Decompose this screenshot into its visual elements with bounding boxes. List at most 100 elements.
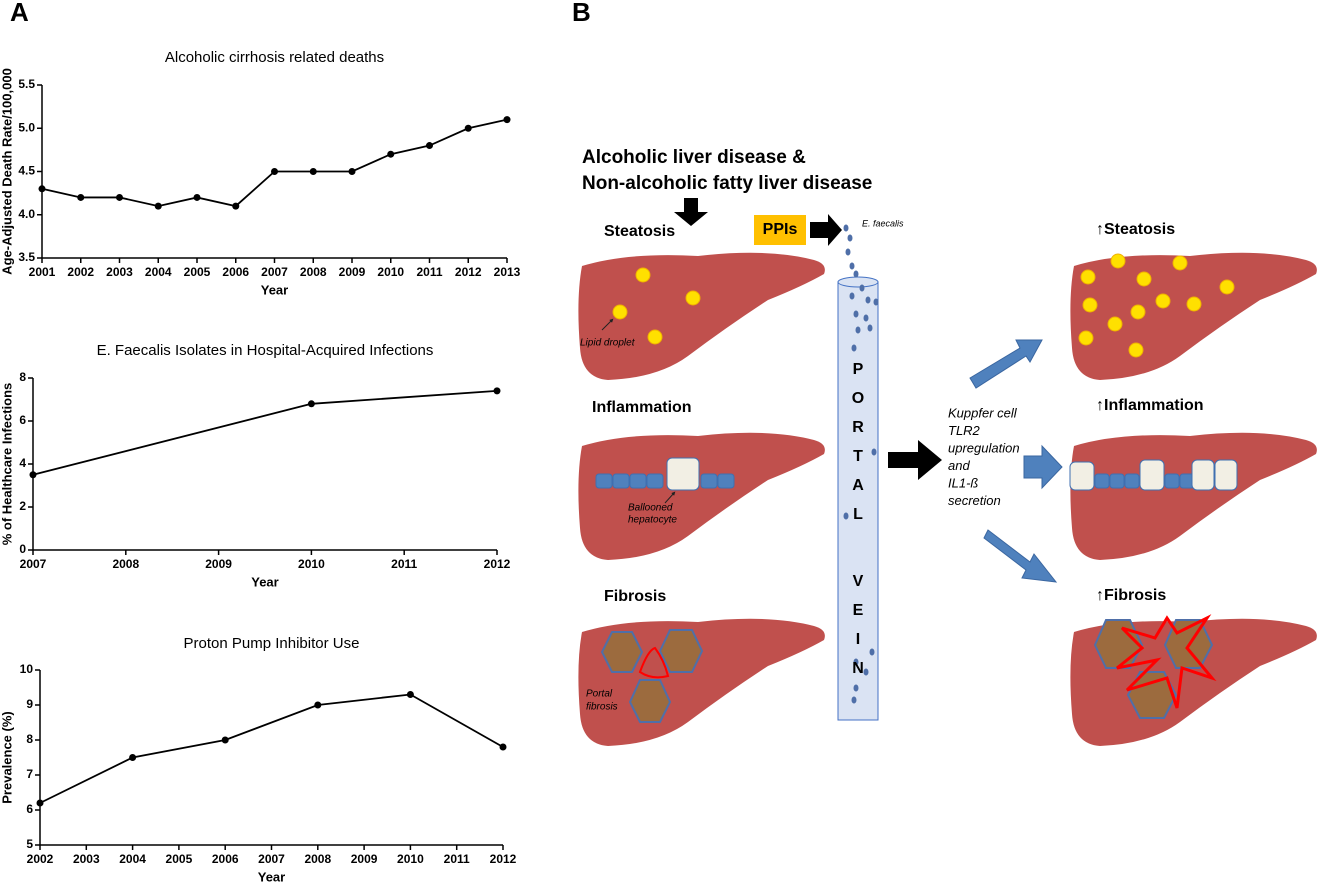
line — [32, 390, 498, 476]
header: Non-alcoholic fatty liver disease — [582, 173, 872, 194]
arrow — [983, 529, 1058, 583]
point — [406, 691, 414, 698]
point — [154, 202, 162, 210]
point — [36, 799, 44, 807]
annotation: hepatocyte — [628, 515, 677, 526]
x-tick-label: 2006 — [212, 852, 239, 866]
y-tick-label: 8 — [19, 370, 26, 384]
x-tick-label: 2009 — [351, 852, 378, 866]
point — [499, 743, 507, 751]
y-tick-label: 2 — [19, 499, 26, 513]
y-tick-label: 5.5 — [18, 77, 35, 91]
point — [309, 168, 317, 175]
annotation: Lipid droplet — [580, 338, 636, 349]
point — [493, 387, 501, 395]
x-tick-label: 2007 — [261, 265, 288, 279]
chart-title: Alcoholic cirrhosis related deaths — [165, 49, 384, 66]
point — [193, 193, 201, 201]
x-tick-label: 2011 — [391, 557, 417, 571]
x-tick-label: 2012 — [455, 265, 482, 279]
arrow — [810, 214, 842, 246]
chart-title: Proton Pump Inhibitor Use — [184, 635, 360, 652]
x-tick-label: 2010 — [377, 265, 404, 279]
y-tick-label: 9 — [26, 697, 33, 711]
annotation: Portal — [586, 689, 613, 700]
y-tick-label: 7 — [26, 767, 33, 781]
vein-letter: N — [852, 660, 864, 677]
x-tick-label: 2012 — [490, 852, 517, 866]
y-tick-label: 5.0 — [18, 120, 35, 134]
x-axis-label: Year — [258, 869, 285, 883]
x-tick-label: 2008 — [304, 852, 331, 866]
arrow — [1023, 444, 1063, 490]
mechanism: upregulation — [948, 440, 1020, 455]
ppi-label: PPIs — [763, 221, 798, 238]
y-axis-label: % of Healthcare Infections — [0, 383, 14, 546]
x-tick-label: 2005 — [166, 852, 193, 866]
mechanism: Kuppfer cell — [948, 405, 1018, 420]
lipid-droplets — [612, 253, 1235, 358]
x-tick-label: 2007 — [20, 557, 47, 571]
arrow — [969, 339, 1043, 389]
cells — [595, 457, 1238, 491]
x-tick-label: 2004 — [145, 265, 172, 279]
point — [129, 754, 137, 761]
x-tick-label: 2010 — [298, 557, 325, 571]
point — [271, 168, 278, 175]
mechanism: and — [948, 458, 970, 473]
line — [41, 118, 508, 208]
point — [307, 400, 315, 408]
x-tick-label: 2008 — [300, 265, 327, 279]
vein-letter: R — [852, 419, 864, 436]
x-axis-label: Year — [261, 282, 288, 297]
y-tick-label: 4.5 — [18, 164, 35, 178]
x-tick-label: 2002 — [27, 852, 54, 866]
vein-letter: O — [852, 390, 864, 407]
y-tick-label: 6 — [19, 413, 26, 427]
point — [116, 193, 123, 201]
vein-letter: T — [853, 448, 863, 465]
y-axis-label: Age-Adjusted Death Rate/100,000 — [0, 68, 14, 275]
arrow — [674, 198, 708, 226]
x-tick-label: 2001 — [29, 265, 56, 279]
outcome: ↑Inflammation — [1096, 397, 1204, 414]
scar — [1116, 614, 1217, 709]
x-axis-label: Year — [251, 574, 278, 589]
point — [348, 168, 356, 175]
outcome: ↑Steatosis — [1096, 221, 1175, 238]
x-tick-label: 2003 — [73, 852, 100, 866]
scar — [638, 646, 670, 679]
mechanism: TLR2 — [948, 423, 981, 438]
x-tick-label: 2005 — [184, 265, 211, 279]
annotation: fibrosis — [586, 702, 618, 713]
y-tick-label: 0 — [19, 542, 26, 556]
x-tick-label: 2006 — [222, 265, 249, 279]
y-tick-label: 8 — [26, 732, 33, 746]
y-axis-label: Prevalence (%) — [0, 711, 14, 804]
x-tick-label: 2009 — [205, 557, 232, 571]
x-tick-label: 2013 — [494, 265, 521, 279]
bacteria — [843, 224, 879, 704]
point — [29, 471, 37, 479]
x-tick-label: 2012 — [484, 557, 511, 571]
panel-label: B — [572, 0, 591, 27]
vein-letter: E — [853, 602, 864, 619]
point — [426, 142, 433, 150]
header: Alcoholic liver disease & — [582, 147, 806, 168]
y-tick-label: 4 — [19, 456, 26, 470]
ppi-box — [754, 215, 806, 245]
x-tick-label: 2007 — [258, 852, 285, 866]
y-tick-label: 4.0 — [18, 207, 35, 221]
panel-label: A — [10, 0, 29, 27]
mechanism: IL1-ß — [948, 475, 978, 490]
liver — [1070, 432, 1317, 560]
y-tick-label: 10 — [20, 662, 34, 676]
point — [38, 185, 46, 193]
liver — [578, 432, 825, 560]
liver — [1070, 252, 1317, 380]
outcome: ↑Fibrosis — [1096, 587, 1166, 604]
point — [314, 701, 322, 709]
stage: Steatosis — [604, 223, 675, 240]
vein-letter: A — [852, 477, 864, 494]
